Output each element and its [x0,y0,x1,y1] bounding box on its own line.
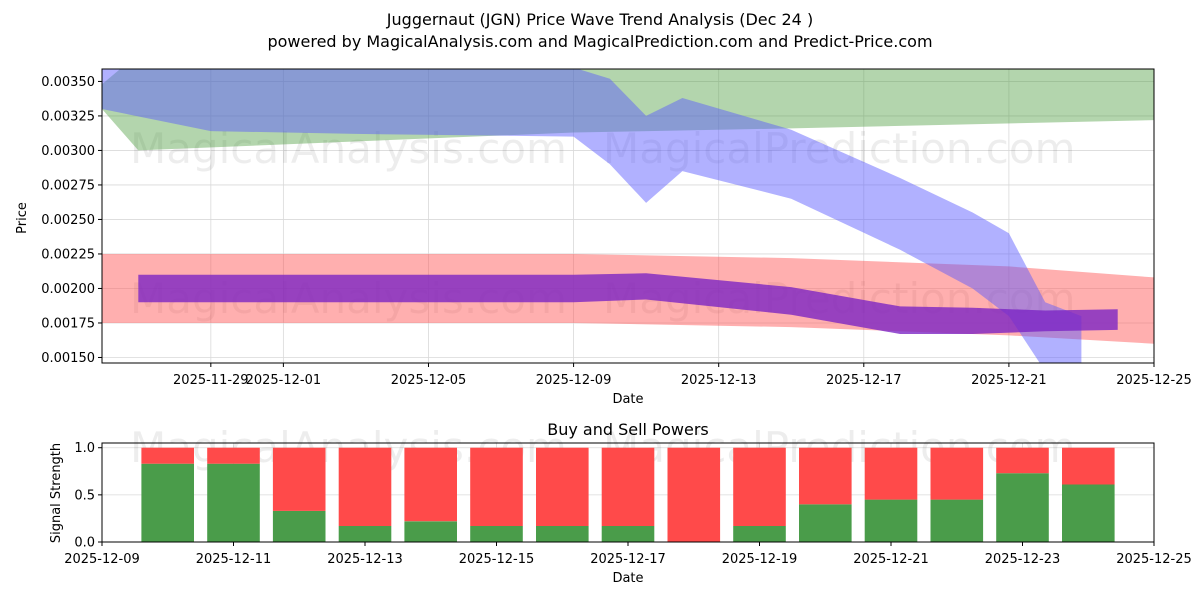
sell-bar [996,447,1049,474]
buy-bar [864,499,918,542]
buy-bar [404,521,457,542]
price-wave-chart: MagicalAnalysis.com MagicalPrediction.co… [15,68,1192,407]
chart-subtitle: powered by MagicalAnalysis.com and Magic… [267,32,932,51]
sell-bar [338,447,392,526]
top-x-tick-label: 2025-12-05 [391,373,467,388]
top-x-tick-label: 2025-12-25 [1116,373,1192,388]
top-x-tick-label: 2025-12-13 [681,373,757,388]
bottom-y-tick-label: 0.5 [74,488,95,503]
sell-bar [536,447,589,526]
sell-bar [470,447,523,526]
buy-sell-powers-chart: Buy and Sell Powers MagicalAnalysis.com … [49,420,1192,586]
top-y-axis-label: Price [15,202,30,234]
buy-bar [996,473,1049,542]
sell-bar [404,447,457,522]
bottom-x-axis-label: Date [612,571,643,586]
sell-bar [601,447,655,526]
sell-bar [667,447,721,542]
buy-bar [1062,484,1115,542]
buy-bar [141,463,194,542]
sell-bar [1062,447,1115,485]
sell-bar [733,447,786,526]
top-x-tick-label: 2025-11-29 [173,373,249,388]
top-x-tick-label: 2025-12-01 [246,373,322,388]
buy-bar [207,463,260,542]
buy-bar [601,526,655,542]
top-plot-frame [101,68,1155,364]
sell-bar [272,447,326,511]
top-y-tick-label: 0.00300 [41,144,95,159]
buy-bar [536,526,589,542]
bottom-x-tick-label: 2025-12-09 [64,552,140,567]
bottom-y-axis-label: Signal Strength [49,443,64,543]
watermark-2: MagicalPrediction.com [603,124,1076,173]
blue-band [102,69,1082,363]
bottom-y-tick-label: 0.0 [74,536,95,551]
sell-bar [141,447,194,464]
top-y-tick-label: 0.00225 [41,247,95,262]
sell-bar [864,447,918,500]
top-y-ticks: 0.00150 0.00175 0.00200 0.00225 0.00250 0.002… [41,75,102,366]
bottom-chart-title: Buy and Sell Powers [547,420,709,439]
bottom-x-tick-label: 2025-12-21 [853,552,929,567]
buy-bar [799,504,852,542]
buy-bar [930,499,984,542]
bottom-x-tick-label: 2025-12-23 [985,552,1061,567]
top-y-tick-label: 0.00250 [41,213,95,228]
top-x-axis-label: Date [612,392,643,407]
top-y-tick-label: 0.00350 [41,75,95,90]
watermark-1: MagicalAnalysis.com [130,124,567,173]
bottom-y-ticks: 0.0 0.5 1.0 [74,441,102,551]
buy-sell-bars [141,447,1115,542]
top-y-tick-label: 0.00275 [41,178,95,193]
buy-bar [733,526,786,542]
purple-band [138,273,1118,334]
bottom-x-tick-label: 2025-12-15 [459,552,535,567]
bottom-x-tick-label: 2025-12-11 [196,552,272,567]
buy-bar [272,510,326,542]
top-y-tick-label: 0.00175 [41,316,95,331]
top-x-tick-label: 2025-12-17 [826,373,902,388]
bottom-x-ticks: 2025-12-09 2025-12-11 2025-12-13 2025-12-15… [64,542,1192,567]
bottom-y-tick-label: 1.0 [74,441,95,456]
top-y-tick-label: 0.00200 [41,282,95,297]
bottom-x-tick-label: 2025-12-13 [327,552,403,567]
top-x-tick-label: 2025-12-09 [536,373,612,388]
bottom-x-tick-label: 2025-12-19 [722,552,798,567]
bottom-x-tick-label: 2025-12-25 [1116,552,1192,567]
top-y-tick-label: 0.00150 [41,351,95,366]
buy-bar [470,526,523,542]
chart-title: Juggernaut (JGN) Price Wave Trend Analys… [386,10,813,29]
green-band [102,69,1154,151]
bottom-x-tick-label: 2025-12-17 [590,552,666,567]
sell-bar [799,447,852,505]
buy-bar [338,526,392,542]
price-bands [102,69,1154,363]
sell-bar [207,447,260,464]
sell-bar [930,447,984,500]
top-y-tick-label: 0.00325 [41,109,95,124]
top-x-tick-label: 2025-12-21 [971,373,1047,388]
